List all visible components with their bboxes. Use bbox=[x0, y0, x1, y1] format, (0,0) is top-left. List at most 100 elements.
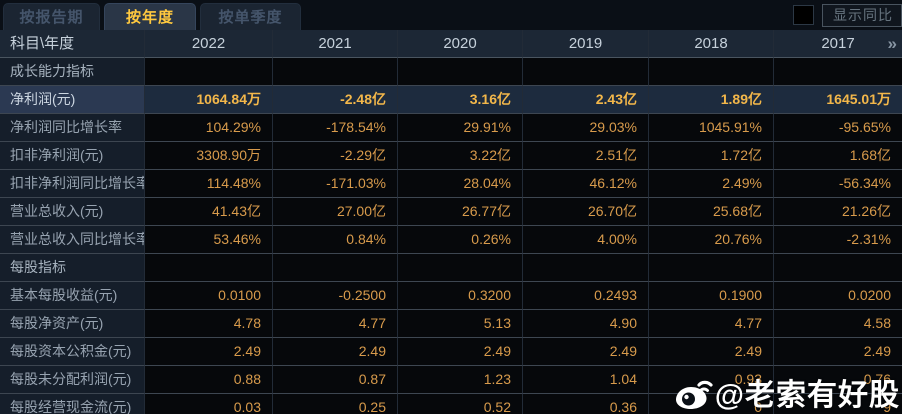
watermark-text: @老索有好股 bbox=[714, 379, 900, 412]
cell-value: 0.0200 bbox=[774, 282, 902, 310]
table-row: 营业总收入(元) 41.43亿 27.00亿 26.77亿 26.70亿 25.68亿 21… bbox=[0, 198, 902, 226]
cell-value: 0.52 bbox=[398, 394, 523, 414]
cell-value: 21.26亿 bbox=[774, 198, 902, 226]
table-row: 扣非净利润(元) 3308.90万 -2.29亿 3.22亿 2.51亿 1.72亿 1.6… bbox=[0, 142, 902, 170]
row-label: 成长能力指标 bbox=[0, 58, 145, 86]
table-row: 每股资本公积金(元) 2.49 2.49 2.49 2.49 2.49 2.49 bbox=[0, 338, 902, 366]
cell-value: -2.31% bbox=[774, 226, 902, 254]
header-year-2021: 2021 bbox=[273, 30, 398, 58]
cell-value: 0.93 bbox=[649, 366, 774, 394]
cell-value: 26.70亿 bbox=[523, 198, 649, 226]
cell-value: 0.84% bbox=[273, 226, 398, 254]
cell-value: -0.2500 bbox=[273, 282, 398, 310]
row-label: 扣非净利润同比增长率 bbox=[0, 170, 145, 198]
cell-value: 2.51亿 bbox=[523, 142, 649, 170]
tab-bar: 按报告期 按年度 按单季度 显示同比 bbox=[0, 0, 902, 30]
table-row: 每股净资产(元) 4.78 4.77 5.13 4.90 4.77 4.58 bbox=[0, 310, 902, 338]
cell-value: 1.72亿 bbox=[649, 142, 774, 170]
table-row: 每股经营现金流(元) 0.03 0.25 0.52 0.36 0 9 bbox=[0, 394, 902, 414]
cell-value: 1045.91% bbox=[649, 114, 774, 142]
cell-value: 1.04 bbox=[523, 366, 649, 394]
cell-value: 0.1900 bbox=[649, 282, 774, 310]
cell-value: 2.49 bbox=[273, 338, 398, 366]
cell-value: 41.43亿 bbox=[145, 198, 273, 226]
cell-value bbox=[145, 58, 273, 86]
row-label: 每股未分配利润(元) bbox=[0, 366, 145, 394]
cell-value: 4.90 bbox=[523, 310, 649, 338]
row-label: 营业总收入(元) bbox=[0, 198, 145, 226]
section-row: 成长能力指标 bbox=[0, 58, 902, 86]
cell-value: 0.87 bbox=[273, 366, 398, 394]
show-yoy-checkbox[interactable] bbox=[793, 5, 814, 25]
show-yoy-label[interactable]: 显示同比 bbox=[822, 3, 902, 27]
cell-value: -2.48亿 bbox=[273, 86, 398, 114]
cell-value: 29.03% bbox=[523, 114, 649, 142]
cell-value: 2.49 bbox=[523, 338, 649, 366]
cell-value: 4.77 bbox=[649, 310, 774, 338]
cell-value: 114.48% bbox=[145, 170, 273, 198]
tab-by-report-period[interactable]: 按报告期 bbox=[3, 3, 100, 30]
cell-value bbox=[398, 254, 523, 282]
row-label: 每股资本公积金(元) bbox=[0, 338, 145, 366]
cell-value: 0.36 bbox=[523, 394, 649, 414]
cell-value: 29.91% bbox=[398, 114, 523, 142]
header-year-2018: 2018 bbox=[649, 30, 774, 58]
cell-value: 0.76 bbox=[774, 366, 902, 394]
row-label: 每股经营现金流(元) bbox=[0, 394, 145, 414]
cell-value: 1064.84万 bbox=[145, 86, 273, 114]
cell-value bbox=[145, 254, 273, 282]
cell-value: -95.65% bbox=[774, 114, 902, 142]
tab-by-year[interactable]: 按年度 bbox=[104, 3, 196, 30]
cell-value: -56.34% bbox=[774, 170, 902, 198]
table-header-row: 科目\年度 2022 2021 2020 2019 2018 2017 » bbox=[0, 30, 902, 58]
cell-value: 4.58 bbox=[774, 310, 902, 338]
row-label: 每股净资产(元) bbox=[0, 310, 145, 338]
cell-value: 28.04% bbox=[398, 170, 523, 198]
cell-value: 5.13 bbox=[398, 310, 523, 338]
cell-value bbox=[273, 254, 398, 282]
header-year-2019: 2019 bbox=[523, 30, 649, 58]
cell-value: 1645.01万 bbox=[774, 86, 902, 114]
cell-value bbox=[649, 58, 774, 86]
cell-value: 26.77亿 bbox=[398, 198, 523, 226]
row-label: 基本每股收益(元) bbox=[0, 282, 145, 310]
row-label: 扣非净利润(元) bbox=[0, 142, 145, 170]
cell-value: 104.29% bbox=[145, 114, 273, 142]
cell-value: 4.78 bbox=[145, 310, 273, 338]
cell-value: 4.00% bbox=[523, 226, 649, 254]
cell-value: 25.68亿 bbox=[649, 198, 774, 226]
cell-value bbox=[523, 254, 649, 282]
cell-value: 0.88 bbox=[145, 366, 273, 394]
header-year-label: 2017 bbox=[821, 35, 855, 52]
row-label: 每股指标 bbox=[0, 254, 145, 282]
table-row: 营业总收入同比增长率 53.46% 0.84% 0.26% 4.00% 20.76% -2.… bbox=[0, 226, 902, 254]
section-row: 每股指标 bbox=[0, 254, 902, 282]
cell-value: 20.76% bbox=[649, 226, 774, 254]
cell-value: 2.49 bbox=[774, 338, 902, 366]
cell-value: 4.77 bbox=[273, 310, 398, 338]
cell-value: 0.0100 bbox=[145, 282, 273, 310]
cell-value bbox=[774, 58, 902, 86]
cell-value: 3.16亿 bbox=[398, 86, 523, 114]
cell-value: 2.49% bbox=[649, 170, 774, 198]
table-row: 基本每股收益(元) 0.0100 -0.2500 0.3200 0.2493 0.1900… bbox=[0, 282, 902, 310]
weibo-icon bbox=[675, 380, 713, 409]
cell-value: -2.29亿 bbox=[273, 142, 398, 170]
cell-value: 0.25 bbox=[273, 394, 398, 414]
table-row: 扣非净利润同比增长率 114.48% -171.03% 28.04% 46.12% 2.4… bbox=[0, 170, 902, 198]
cell-value: -171.03% bbox=[273, 170, 398, 198]
indicators-table: 科目\年度 2022 2021 2020 2019 2018 2017 » 成长… bbox=[0, 30, 902, 414]
watermark: @老索有好股 bbox=[673, 370, 900, 414]
cell-value bbox=[649, 254, 774, 282]
row-label: 净利润同比增长率 bbox=[0, 114, 145, 142]
cell-value: 0.3200 bbox=[398, 282, 523, 310]
cell-value bbox=[774, 254, 902, 282]
tab-by-quarter[interactable]: 按单季度 bbox=[200, 3, 301, 30]
header-year-2017: 2017 » bbox=[774, 30, 902, 58]
cell-value bbox=[523, 58, 649, 86]
table-row: 净利润同比增长率 104.29% -178.54% 29.91% 29.03% 1045.… bbox=[0, 114, 902, 142]
more-years-icon[interactable]: » bbox=[887, 34, 897, 53]
cell-value: 1.89亿 bbox=[649, 86, 774, 114]
cell-value: 2.49 bbox=[398, 338, 523, 366]
